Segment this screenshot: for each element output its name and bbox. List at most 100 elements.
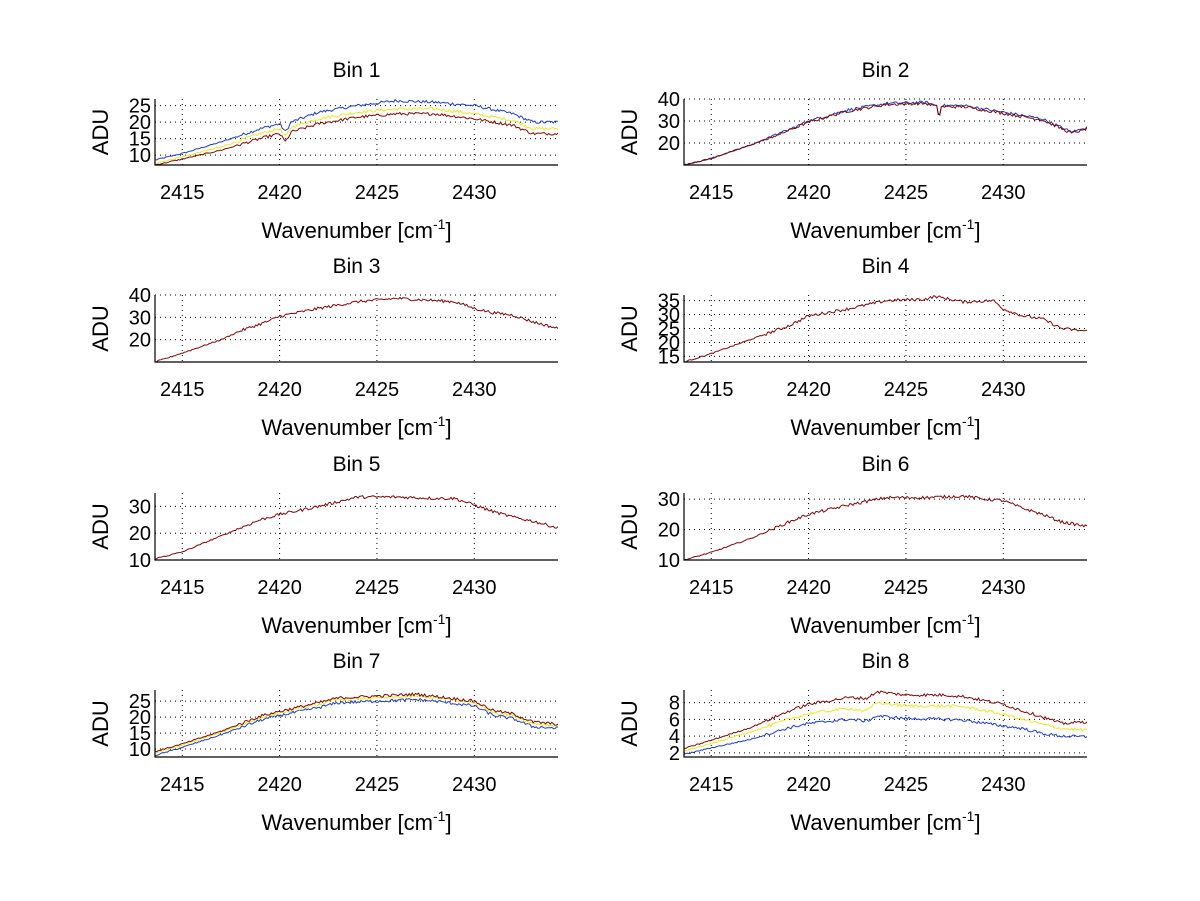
y-tick-label: 15	[658, 346, 680, 368]
x-axis-label-text: Wavenumber [cm	[790, 613, 962, 638]
x-tick-label: 2425	[884, 577, 929, 599]
series-line-darkred	[155, 111, 558, 165]
y-tick-label: 25	[658, 319, 680, 341]
x-axis-label-superscript: -1	[962, 808, 975, 824]
x-tick-label: 2415	[689, 379, 734, 401]
x-tick-label: 2430	[981, 379, 1026, 401]
subplot-bin-6: 2415 2420 2425 2430 10 20 30 Bin 6 Wavenumber [c…	[617, 453, 1087, 638]
y-tick-label: 10	[129, 739, 151, 761]
y-tick-label: 20	[129, 707, 151, 729]
x-tick-label: 2420	[257, 774, 302, 796]
x-tick-label: 2425	[355, 577, 400, 599]
x-tick-label: 2415	[160, 182, 205, 204]
x-axis-label: Wavenumber [cm-1]	[261, 216, 451, 243]
y-tick-label: 25	[129, 96, 151, 118]
x-tick-label: 2425	[355, 774, 400, 796]
x-axis-label: Wavenumber [cm-1]	[790, 413, 980, 440]
axes-frame	[154, 690, 558, 758]
x-axis-label-close: ]	[445, 415, 451, 440]
y-tick-label: 30	[129, 307, 151, 329]
x-axis-label-close: ]	[445, 613, 451, 638]
x-tick-label: 2415	[689, 577, 734, 599]
series-line-darkred	[155, 692, 558, 753]
x-tick-label: 2430	[452, 577, 497, 599]
y-tick-label: 10	[129, 145, 151, 167]
series-line-darkred	[155, 495, 558, 560]
subplot-title: Bin 3	[333, 255, 381, 278]
y-tick-label: 10	[129, 550, 151, 572]
x-tick-label: 2425	[355, 182, 400, 204]
x-tick-label: 2425	[884, 379, 929, 401]
axes-frame	[683, 493, 1087, 561]
x-axis-label-text: Wavenumber [cm	[790, 810, 962, 835]
y-axis-label: ADU	[88, 700, 113, 746]
x-tick-label: 2415	[160, 379, 205, 401]
axes-frame	[683, 690, 1087, 758]
x-axis-label-superscript: -1	[433, 216, 446, 232]
series-line-yellow	[684, 701, 1087, 752]
subplot-title: Bin 8	[862, 650, 910, 673]
series-line-darkred	[684, 101, 1087, 165]
x-axis-label-superscript: -1	[433, 413, 446, 429]
subplot-title: Bin 5	[333, 453, 381, 476]
y-tick-label: 2	[669, 743, 680, 765]
series-line-darkred	[155, 296, 558, 362]
x-axis-label-close: ]	[974, 218, 980, 243]
y-tick-label: 20	[658, 332, 680, 354]
x-axis-label-text: Wavenumber [cm	[261, 415, 433, 440]
y-tick-label: 10	[658, 550, 680, 572]
x-axis-label-superscript: -1	[962, 216, 975, 232]
y-axis-label: ADU	[617, 305, 642, 351]
y-tick-label: 25	[129, 691, 151, 713]
x-axis-label-text: Wavenumber [cm	[261, 810, 433, 835]
y-tick-label: 4	[669, 726, 680, 748]
x-axis-label: Wavenumber [cm-1]	[790, 808, 980, 835]
y-axis-label: ADU	[617, 109, 642, 155]
x-tick-label: 2430	[452, 379, 497, 401]
x-tick-label: 2420	[786, 182, 831, 204]
x-axis-label: Wavenumber [cm-1]	[790, 611, 980, 638]
x-axis-label: Wavenumber [cm-1]	[261, 808, 451, 835]
subplot-title: Bin 7	[333, 650, 381, 673]
x-tick-label: 2420	[257, 379, 302, 401]
subplot-title: Bin 2	[862, 59, 910, 82]
x-axis-label: Wavenumber [cm-1]	[790, 216, 980, 243]
x-tick-label: 2425	[355, 379, 400, 401]
x-axis-label-superscript: -1	[962, 611, 975, 627]
series-line-blue	[155, 98, 558, 161]
y-tick-label: 30	[658, 305, 680, 327]
axes-frame	[154, 493, 558, 561]
y-tick-label: 30	[658, 489, 680, 511]
x-tick-label: 2420	[786, 577, 831, 599]
x-tick-label: 2415	[689, 182, 734, 204]
x-axis-label-text: Wavenumber [cm	[261, 218, 433, 243]
x-tick-label: 2430	[981, 774, 1026, 796]
y-tick-label: 40	[129, 285, 151, 307]
y-tick-label: 20	[658, 520, 680, 542]
series-line-darkred	[684, 494, 1087, 560]
y-tick-label: 8	[669, 693, 680, 715]
x-axis-label-superscript: -1	[962, 413, 975, 429]
x-tick-label: 2425	[884, 182, 929, 204]
y-axis-label: ADU	[617, 700, 642, 746]
x-axis-label-close: ]	[445, 810, 451, 835]
x-tick-label: 2415	[689, 774, 734, 796]
x-axis-label-close: ]	[445, 218, 451, 243]
subplot-title: Bin 4	[862, 255, 910, 278]
x-axis-label-text: Wavenumber [cm	[261, 613, 433, 638]
x-axis-label: Wavenumber [cm-1]	[261, 611, 451, 638]
subplot-title: Bin 1	[333, 59, 381, 82]
axes-frame	[154, 295, 558, 363]
x-tick-label: 2430	[981, 182, 1026, 204]
axes-frame	[154, 99, 558, 166]
series-line-blue	[684, 100, 1087, 165]
series-line-darkred	[684, 690, 1087, 750]
y-tick-label: 35	[658, 291, 680, 313]
y-tick-label: 6	[669, 709, 680, 731]
series-line-blue	[684, 714, 1087, 755]
